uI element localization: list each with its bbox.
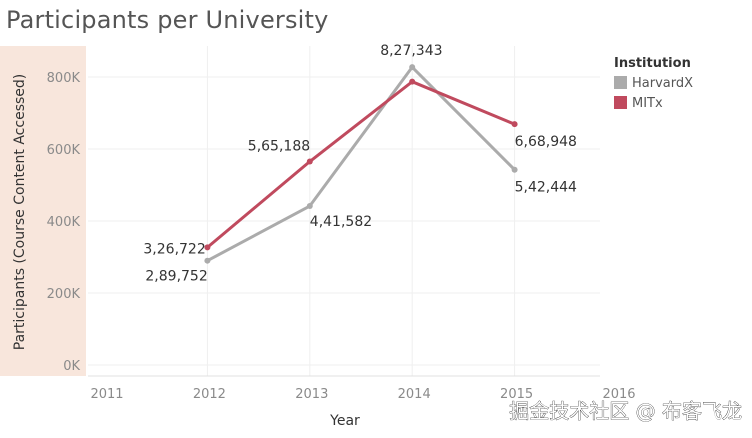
grid-lines — [88, 46, 600, 377]
y-axis-ticks: 0K 200K 400K 600K 800K — [47, 71, 81, 374]
data-label-harvardx: 5,42,444 — [515, 180, 577, 196]
data-label-mitx: 3,26,722 — [143, 241, 205, 257]
x-axis-ticks: 2011 2012 2013 2014 2015 2016 — [90, 387, 635, 402]
data-point-harvardx — [409, 64, 416, 71]
y-axis-title: Participants (Course Content Accessed) — [12, 74, 28, 351]
data-label-mitx: 5,65,188 — [248, 139, 310, 155]
data-point-mitx — [204, 244, 211, 251]
legend-title: Institution — [614, 56, 691, 71]
y-tick-label: 800K — [47, 71, 81, 86]
data-point-harvardx — [511, 166, 518, 173]
y-axis-band — [0, 46, 86, 376]
y-tick-label: 400K — [47, 215, 81, 230]
y-tick-label: 0K — [63, 359, 80, 374]
legend-label-mitx: MITx — [632, 96, 663, 111]
data-point-mitx — [409, 78, 416, 85]
x-tick-label: 2011 — [90, 387, 123, 402]
data-label-harvardx: 4,41,582 — [310, 214, 372, 230]
x-axis-title: Year — [329, 413, 360, 429]
data-point-mitx — [511, 121, 518, 128]
y-tick-label: 600K — [47, 143, 81, 158]
x-tick-label: 2016 — [602, 387, 635, 402]
data-point-harvardx — [204, 257, 211, 264]
legend: Institution HarvardX MITx — [614, 56, 693, 111]
series-layer — [204, 64, 518, 264]
data-point-mitx — [306, 158, 313, 165]
x-tick-label: 2013 — [295, 387, 328, 402]
watermark: 掘金技术社区 @ 布客飞龙 — [509, 399, 742, 423]
data-label-harvardx: 2,89,752 — [145, 269, 207, 285]
series-line-mitx — [206, 80, 516, 249]
x-tick-label: 2015 — [500, 387, 533, 402]
series-line-harvardx — [206, 65, 516, 263]
data-label-mitx: 6,68,948 — [515, 134, 577, 150]
x-tick-label: 2014 — [398, 387, 431, 402]
legend-swatch-harvardx — [614, 76, 627, 89]
data-labels: 2,89,752 4,41,582 8,27,343 5,42,444 3,26,722… — [143, 43, 577, 285]
y-tick-label: 200K — [47, 287, 81, 302]
data-label-harvardx: 8,27,343 — [380, 43, 442, 59]
chart-title: Participants per University — [6, 6, 329, 34]
data-point-harvardx — [306, 203, 313, 210]
legend-label-harvardx: HarvardX — [632, 76, 693, 91]
x-tick-label: 2012 — [193, 387, 226, 402]
legend-swatch-mitx — [614, 96, 627, 109]
